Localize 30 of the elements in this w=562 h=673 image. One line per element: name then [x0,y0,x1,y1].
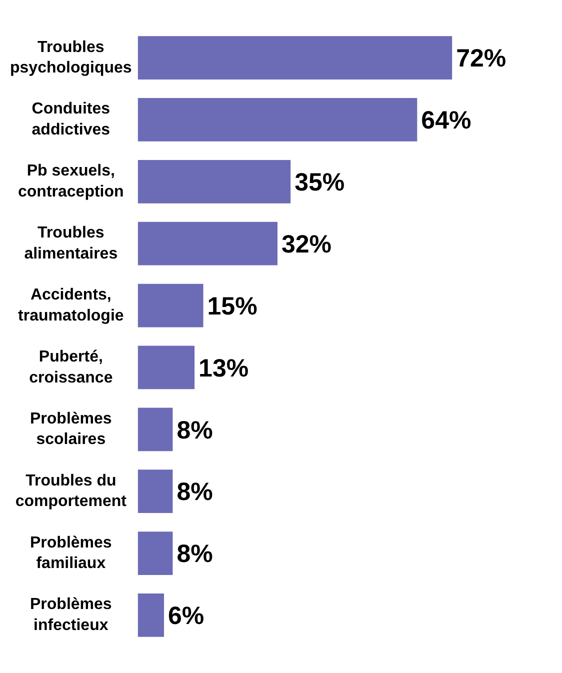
y-tick-label: Puberté, croissance [29,348,113,386]
bar [138,36,452,80]
y-tick-label: Pb sexuels, contraception [18,162,124,200]
y-tick-label: Troubles du comportement [15,472,128,510]
y-tick-label: Troubles psychologiques [10,38,132,77]
data-label: 35% [294,168,345,197]
data-label: 13% [198,354,249,382]
bar [138,532,173,575]
y-tick-label: Problèmes scolaires [30,410,112,448]
data-label: 8% [176,478,213,506]
bar [138,284,204,328]
y-tick-label: Troubles alimentaires [24,224,118,262]
y-tick-label: Conduites addictives [32,100,110,139]
data-label: 8% [176,416,213,444]
y-tick-label: Problèmes infectieux [30,596,112,634]
bar [138,408,173,452]
bar [138,160,291,204]
data-label: 64% [421,106,472,135]
data-label: 72% [456,44,506,73]
data-label: 6% [168,602,204,630]
data-label: 8% [176,540,213,568]
y-tick-label: Problèmes familiaux [30,534,112,572]
data-label: 15% [207,292,258,320]
bar [138,222,278,266]
data-label: 32% [281,230,332,258]
bar [138,470,173,514]
bar [138,594,164,637]
y-tick-label: Accidents, traumatologie [18,286,124,324]
bar [138,98,418,142]
bar [138,346,195,390]
